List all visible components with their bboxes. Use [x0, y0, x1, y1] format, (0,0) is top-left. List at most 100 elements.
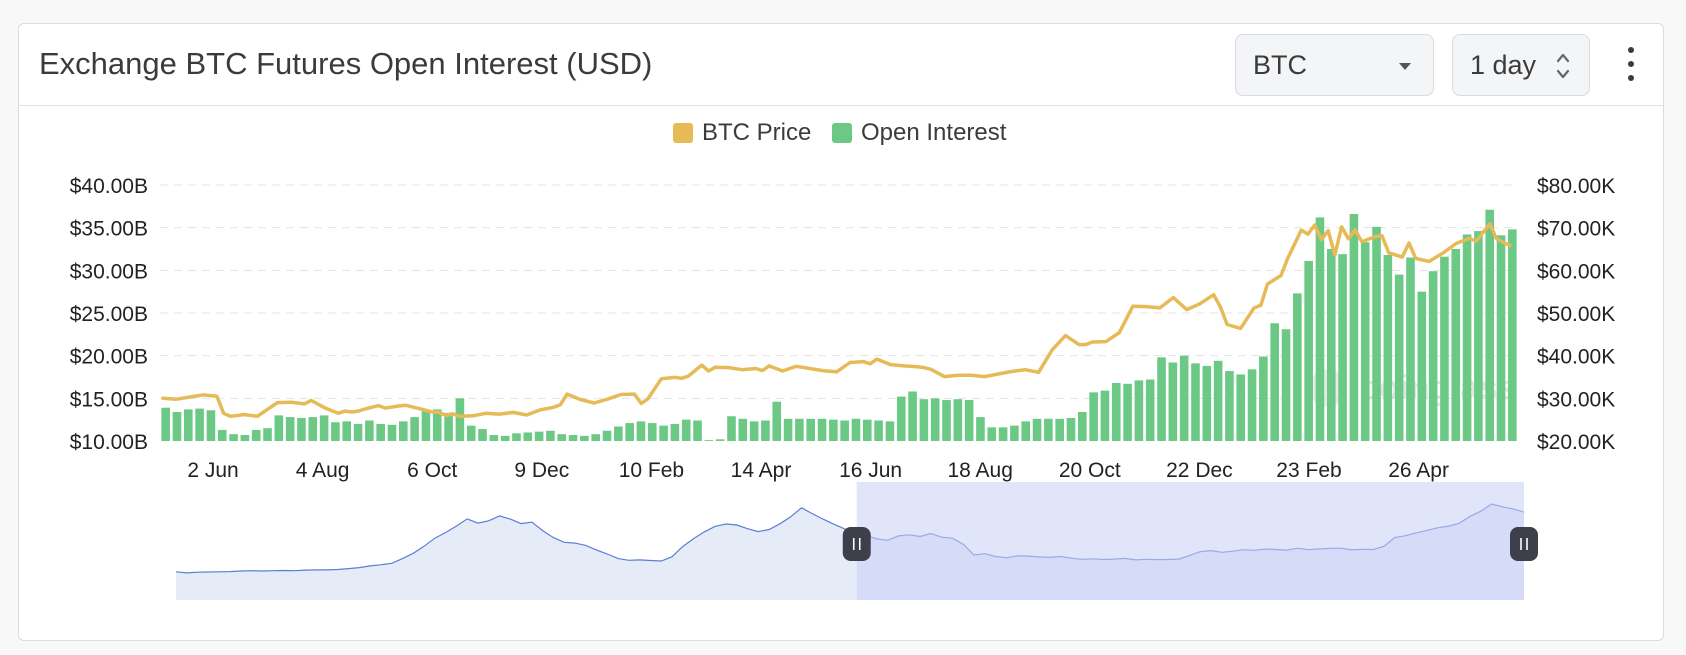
open-interest-bar: [829, 419, 838, 441]
open-interest-bar: [840, 420, 849, 441]
open-interest-bar: [217, 429, 227, 441]
open-interest-bar: [1134, 380, 1144, 441]
open-interest-bar: [681, 419, 691, 441]
chart-title: Exchange BTC Futures Open Interest (USD): [39, 46, 653, 81]
legend-swatch-btc-price: [673, 123, 693, 143]
open-interest-bar: [1440, 256, 1449, 441]
coin-select[interactable]: BTC: [1235, 34, 1434, 96]
open-interest-bar: [1191, 363, 1200, 441]
open-interest-bar: [1225, 371, 1234, 441]
open-interest-bar: [263, 428, 272, 441]
open-interest-bar: [885, 421, 895, 441]
open-interest-bar: [862, 419, 872, 441]
open-interest-bar: [908, 391, 917, 441]
open-interest-bar: [602, 430, 612, 441]
y-right-tick-label: $70.00K: [1537, 218, 1615, 241]
open-interest-bar: [1100, 390, 1110, 441]
open-interest-bar: [806, 418, 816, 441]
open-interest-bar: [896, 396, 906, 441]
x-tick-label: 9 Dec: [514, 459, 569, 482]
open-interest-bar: [1168, 362, 1178, 441]
open-interest-bar: [987, 427, 997, 441]
open-interest-bar: [546, 430, 555, 441]
open-interest-bar: [376, 423, 385, 441]
y-right-tick-label: $60.00K: [1537, 260, 1615, 283]
open-interest-bar: [1417, 291, 1427, 441]
x-tick-label: 2 Jun: [187, 459, 238, 482]
open-interest-bar: [1032, 418, 1042, 441]
y-right-tick-label: $20.00K: [1537, 431, 1615, 454]
open-interest-bar: [1270, 323, 1279, 441]
open-interest-bar: [727, 416, 736, 441]
open-interest-bar: [297, 417, 306, 441]
open-interest-bar: [353, 423, 363, 441]
x-tick-label: 16 Jun: [839, 459, 902, 482]
y-axis-right-labels: $20.00K $30.00K $40.00K $50.00K $60.00K $70.0…: [1537, 175, 1615, 454]
x-tick-label: 20 Oct: [1059, 459, 1121, 482]
open-interest-bar: [308, 417, 318, 441]
open-interest-bar: [331, 422, 340, 441]
x-tick-label: 22 Dec: [1166, 459, 1233, 482]
open-interest-bar: [1247, 369, 1257, 441]
open-interest-bar: [715, 439, 725, 441]
open-interest-bar: [229, 434, 238, 441]
open-interest-bar: [455, 398, 465, 441]
open-interest-bar: [285, 417, 295, 441]
y-axis-left-labels: $10.00B $15.00B $20.00B $25.00B $30.00B $35.0…: [70, 175, 148, 454]
navigator-handle-right[interactable]: [1510, 527, 1538, 561]
legend-swatch-open-interest: [832, 123, 852, 143]
open-interest-bar: [795, 418, 804, 441]
grid-lines: [160, 184, 1518, 399]
open-interest-bar: [387, 424, 397, 441]
open-interest-bar: [161, 407, 170, 441]
interval-select-value: 1 day: [1470, 50, 1537, 80]
open-interest-bar: [1111, 382, 1121, 441]
open-interest-bar: [1394, 274, 1404, 441]
open-interest-bar: [240, 435, 250, 441]
y-left-tick-label: $25.00B: [70, 303, 148, 326]
open-interest-bar: [1451, 249, 1461, 441]
open-interest-bar: [919, 399, 929, 441]
open-interest-bar: [1236, 374, 1246, 441]
kebab-menu-icon[interactable]: [1619, 44, 1643, 84]
open-interest-bar: [172, 411, 182, 441]
open-interest-bar: [500, 435, 510, 441]
open-interest-bar: [1349, 214, 1359, 441]
x-tick-label: 18 Aug: [947, 459, 1012, 482]
open-interest-bar: [1010, 425, 1019, 441]
legend-label-open-interest: Open Interest: [861, 119, 1007, 146]
open-interest-bar: [580, 435, 589, 441]
x-tick-label: 6 Oct: [407, 459, 457, 482]
btc-price-line: [161, 222, 1512, 419]
open-interest-bar: [761, 420, 770, 441]
open-interest-bar: [851, 418, 861, 441]
chart-legend: BTC Price Open Interest: [19, 119, 1663, 149]
open-interest-bar: [1145, 379, 1155, 441]
card-header: Exchange BTC Futures Open Interest (USD)…: [19, 24, 1663, 106]
open-interest-bar: [1360, 242, 1370, 441]
open-interest-bar: [1428, 271, 1438, 441]
range-navigator[interactable]: [175, 482, 1538, 600]
open-interest-bar: [1372, 226, 1381, 441]
y-left-tick-label: $10.00B: [70, 431, 148, 454]
open-interest-bar: [1508, 229, 1517, 441]
open-interest-bar: [625, 423, 634, 441]
open-interest-bar: [1055, 418, 1064, 441]
y-left-tick-label: $20.00B: [70, 346, 148, 369]
open-interest-bar: [1259, 356, 1268, 441]
btc-price-series-line: [161, 222, 1512, 419]
x-tick-label: 14 Apr: [731, 459, 792, 482]
navigator-handle-left[interactable]: [842, 527, 871, 561]
y-left-tick-label: $15.00B: [70, 388, 148, 411]
open-interest-bar: [1485, 209, 1495, 441]
open-interest-bar: [738, 418, 748, 441]
open-interest-bar: [647, 423, 657, 441]
interval-select[interactable]: 1 day: [1452, 34, 1590, 96]
open-interest-bar: [670, 423, 680, 441]
open-interest-bar: [319, 415, 329, 441]
open-interest-bar: [568, 435, 578, 441]
x-tick-label: 23 Feb: [1276, 459, 1341, 482]
open-interest-bar: [772, 401, 782, 441]
y-left-tick-label: $40.00B: [70, 175, 148, 198]
x-tick-label: 4 Aug: [296, 459, 350, 482]
